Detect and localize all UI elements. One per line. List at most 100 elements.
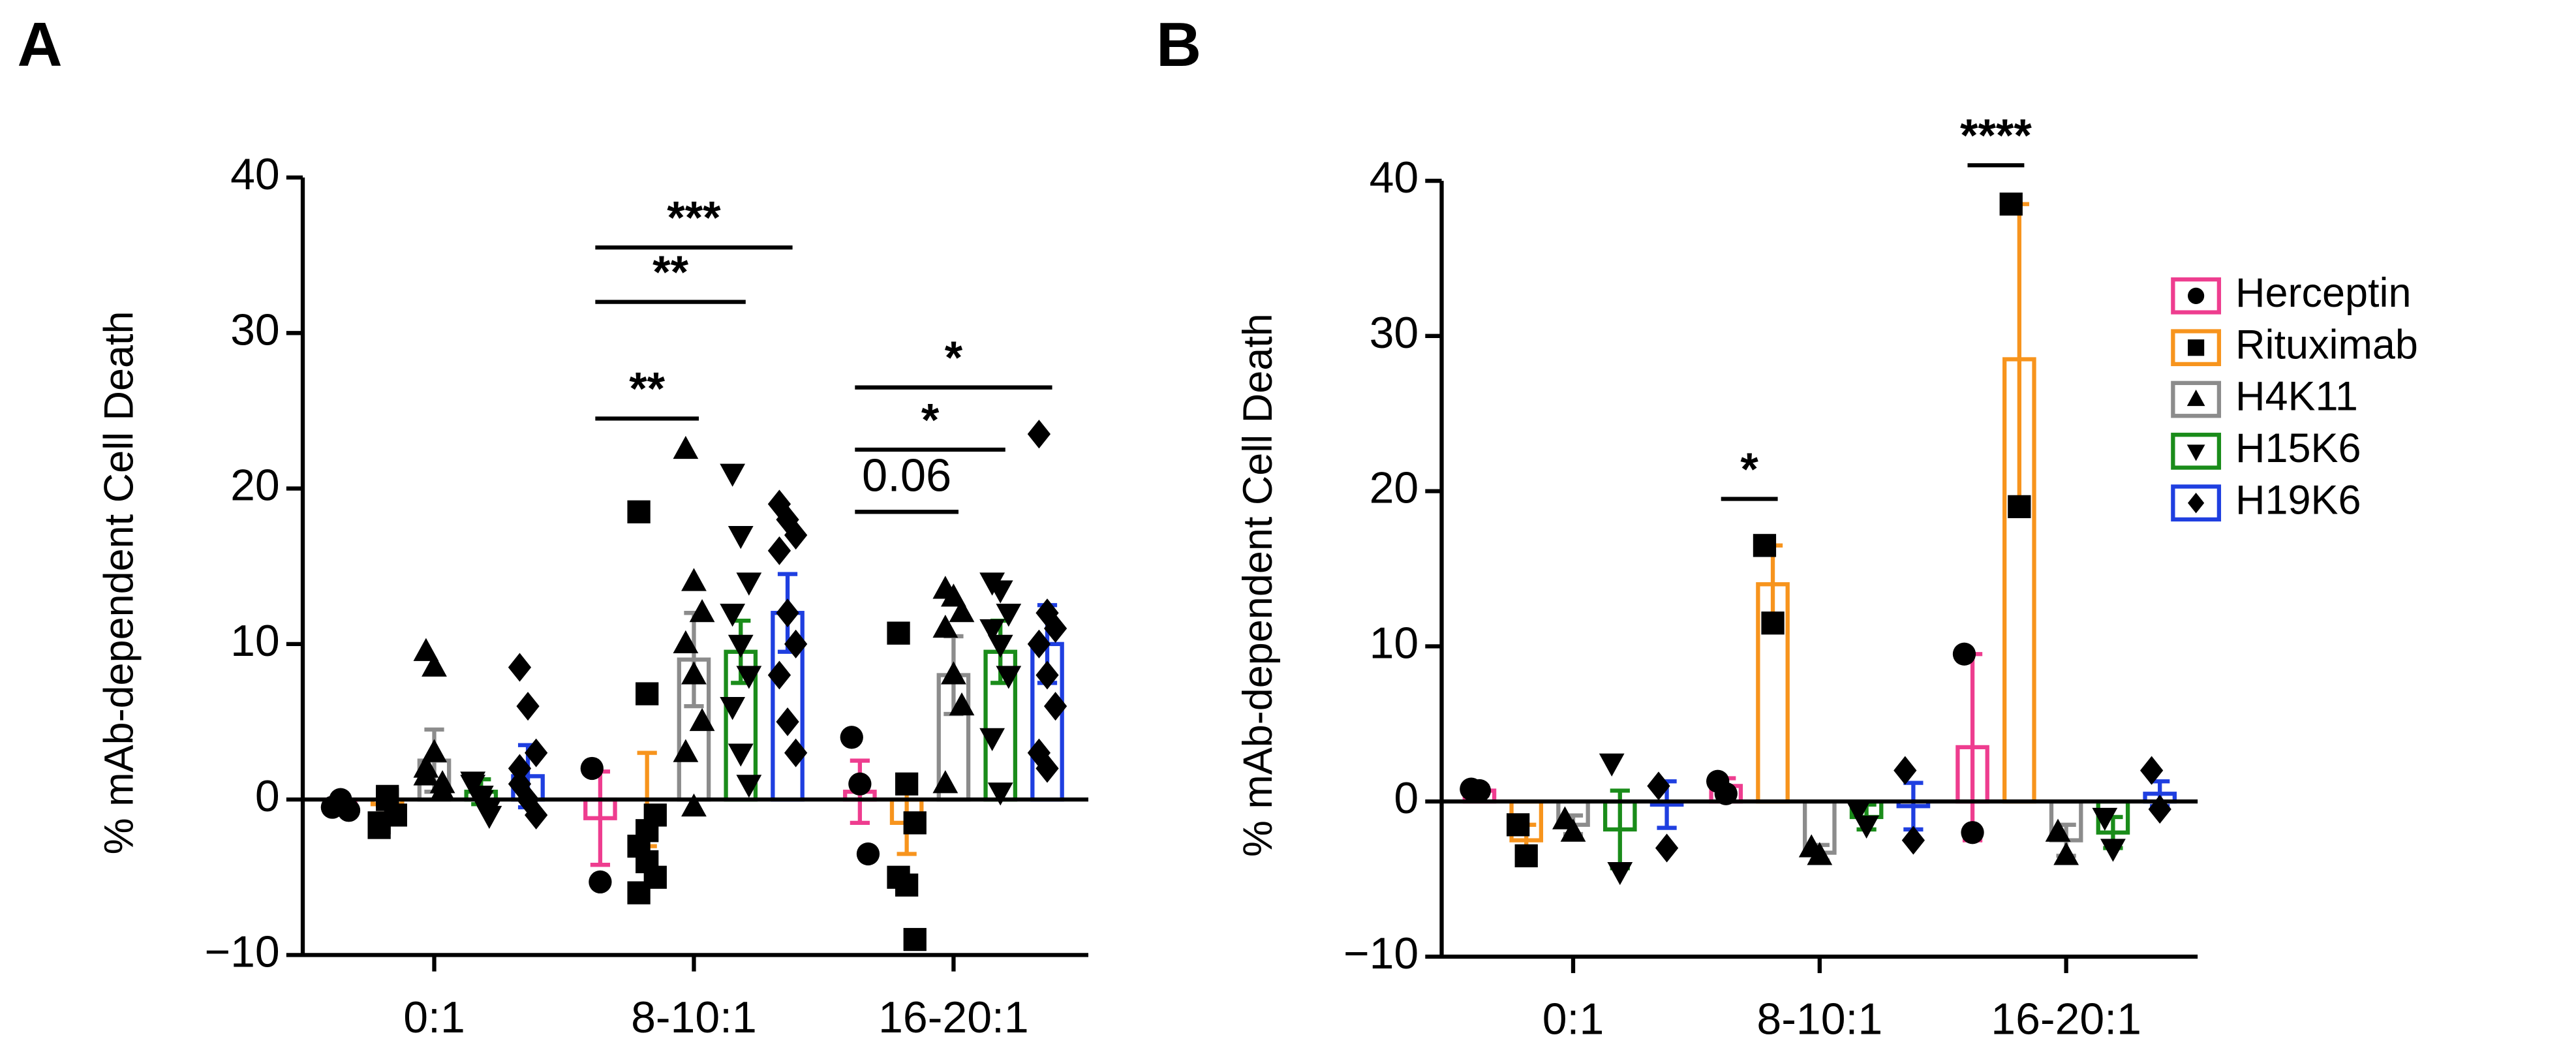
point (376, 784, 399, 808)
y-tick-label: 40 (1370, 153, 1419, 202)
legend-label: Herceptin (2235, 270, 2411, 316)
legend-swatch (2171, 380, 2222, 418)
y-tick-label: 0 (1394, 773, 1418, 823)
point (1043, 613, 1067, 643)
point (1514, 844, 1538, 867)
point (468, 785, 494, 809)
point (636, 819, 659, 843)
point (987, 580, 1013, 604)
y-tick-label: 30 (1370, 308, 1419, 358)
legend-marker (2186, 389, 2205, 407)
point (2092, 807, 2118, 831)
point (1043, 692, 1067, 721)
significance-label: * (921, 394, 940, 445)
point (848, 772, 872, 796)
legend-swatch (2171, 433, 2222, 470)
point (728, 525, 754, 549)
point (2148, 794, 2171, 824)
legend-label: H19K6 (2235, 477, 2361, 523)
y-axis-label: % mAb-dependent Cell Death (97, 311, 142, 854)
point (776, 707, 799, 737)
point (941, 661, 966, 685)
point (1952, 642, 1976, 666)
y-axis-label: % mAb-dependent Cell Death (1235, 313, 1281, 857)
y-tick-label: 20 (230, 461, 280, 510)
point (720, 463, 746, 487)
legend-label: H15K6 (2235, 425, 2361, 471)
point (2100, 839, 2126, 862)
point (903, 927, 927, 951)
significance-label: 0.06 (862, 450, 951, 501)
point (895, 873, 919, 897)
point (1560, 818, 1586, 842)
point (720, 697, 746, 720)
point (1506, 813, 1530, 837)
point (508, 653, 532, 682)
point (525, 800, 548, 829)
point (589, 870, 612, 894)
point (1845, 799, 1871, 824)
y-tick-label: −10 (1343, 929, 1418, 978)
point (337, 799, 361, 822)
point (767, 536, 791, 565)
legend-label: Rituximab (2235, 322, 2418, 367)
legend-marker (2188, 339, 2205, 356)
point (367, 816, 391, 839)
point (728, 634, 754, 658)
point (422, 653, 447, 677)
point (525, 738, 548, 767)
point (2053, 842, 2079, 865)
panel-label: B (1156, 10, 1201, 80)
legend-label: H4K11 (2235, 374, 2358, 420)
point (941, 583, 966, 607)
panel-label: A (17, 10, 62, 80)
point (996, 666, 1022, 689)
point (1753, 534, 1777, 557)
significance-label: ** (629, 363, 665, 414)
point (776, 598, 799, 628)
x-tick-label: 0:1 (403, 993, 465, 1042)
point (516, 692, 540, 721)
point (429, 778, 455, 801)
point (840, 726, 863, 749)
y-tick-label: 0 (255, 771, 280, 821)
point (949, 599, 975, 623)
significance-label: **** (1960, 110, 2032, 161)
point (1894, 756, 1917, 785)
point (422, 739, 447, 762)
point (1854, 815, 1879, 839)
point (887, 621, 910, 645)
x-tick-label: 8-10:1 (1756, 995, 1882, 1044)
point (580, 756, 604, 781)
point (2045, 818, 2071, 842)
point (460, 771, 486, 795)
point (2008, 495, 2031, 519)
point (413, 638, 439, 661)
point (1599, 753, 1625, 777)
point (1647, 771, 1670, 801)
point (1807, 842, 1833, 865)
point (681, 661, 707, 685)
point (932, 770, 958, 794)
point (979, 728, 1005, 751)
point (689, 707, 715, 732)
point (2139, 756, 2164, 785)
point (720, 604, 746, 627)
point (996, 604, 1022, 627)
point (413, 762, 439, 786)
y-tick-label: 20 (1370, 463, 1419, 513)
significance-label: * (945, 332, 963, 383)
point (1035, 754, 1059, 783)
point (784, 521, 808, 550)
point (636, 682, 659, 705)
point (681, 568, 707, 591)
legend-marker (2188, 287, 2205, 304)
point (932, 614, 958, 638)
point (1961, 821, 1984, 844)
x-tick-label: 8-10:1 (631, 993, 757, 1042)
point (987, 634, 1013, 658)
point (784, 738, 808, 767)
point (895, 772, 919, 796)
